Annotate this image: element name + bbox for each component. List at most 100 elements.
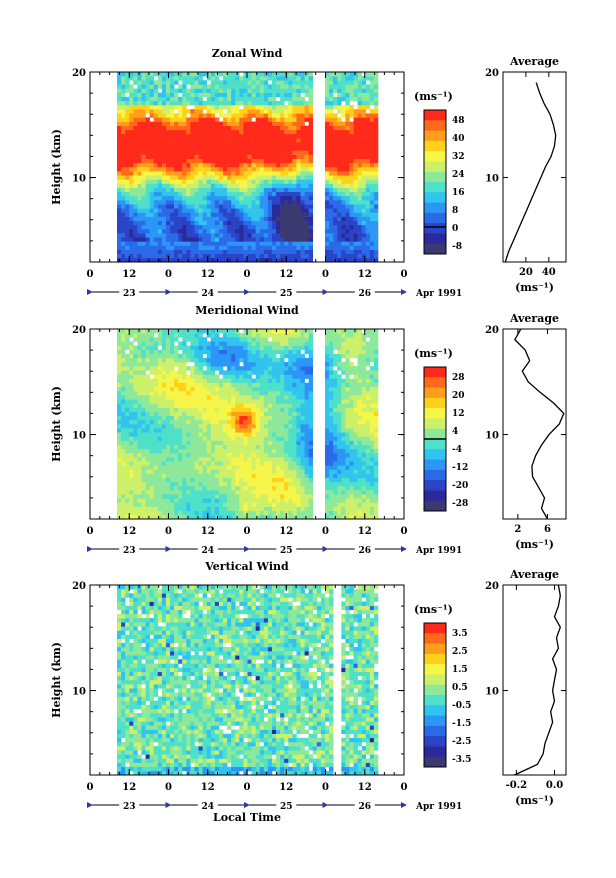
- heatmap-cell: [178, 212, 182, 216]
- heatmap-cell: [362, 109, 366, 113]
- heatmap-cell: [223, 175, 227, 179]
- heatmap-cell: [272, 89, 276, 93]
- heatmap-cell: [276, 76, 280, 80]
- heatmap-cell: [125, 167, 129, 171]
- heatmap-cell: [182, 412, 186, 416]
- heatmap-cell: [174, 399, 178, 403]
- heatmap-cell: [207, 217, 211, 221]
- heatmap-cell: [182, 212, 186, 216]
- heatmap-cell: [260, 113, 264, 117]
- heatmap-cell: [219, 387, 223, 391]
- heatmap-cell: [252, 167, 256, 171]
- heatmap-cell: [117, 399, 121, 403]
- heatmap-cell: [178, 403, 182, 407]
- heatmap-cell: [182, 391, 186, 395]
- heatmap-cell: [239, 196, 243, 200]
- heatmap-cell: [211, 97, 215, 101]
- heatmap-cell: [150, 196, 154, 200]
- heatmap-cell: [219, 490, 223, 494]
- heatmap-cell: [141, 337, 145, 341]
- heatmap-cell: [121, 122, 125, 126]
- heatmap-cell: [215, 163, 219, 167]
- heatmap-cell: [166, 346, 170, 350]
- heatmap-cell: [162, 457, 166, 461]
- heatmap-cell: [362, 97, 366, 101]
- heatmap-cell: [292, 354, 296, 358]
- heatmap-cell: [150, 171, 154, 175]
- heatmap-cell: [305, 233, 309, 237]
- heatmap-cell: [235, 457, 239, 461]
- heatmap-cell: [170, 208, 174, 212]
- heatmap-cell: [345, 167, 349, 171]
- heatmap-cell: [231, 155, 235, 159]
- heatmap-cell: [309, 138, 313, 142]
- heatmap-cell: [301, 208, 305, 212]
- heatmap-cell: [239, 113, 243, 117]
- heatmap-cell: [248, 204, 252, 208]
- heatmap-cell: [223, 358, 227, 362]
- heatmap-cell: [354, 192, 358, 196]
- heatmap-cell: [186, 163, 190, 167]
- heatmap-cell: [141, 399, 145, 403]
- heatmap-cell: [337, 179, 341, 183]
- heatmap-cell: [235, 337, 239, 341]
- heatmap-cell: [272, 204, 276, 208]
- heatmap-cell: [243, 204, 247, 208]
- heatmap-cell: [292, 229, 296, 233]
- heatmap-cell: [341, 113, 345, 117]
- heatmap-cell: [117, 436, 121, 440]
- heatmap-cell: [374, 117, 378, 121]
- heatmap-cell: [288, 142, 292, 146]
- heatmap-cell: [194, 217, 198, 221]
- heatmap-cell: [227, 436, 231, 440]
- heatmap-cell: [337, 80, 341, 84]
- heatmap-cell: [296, 217, 300, 221]
- heatmap-cell: [125, 387, 129, 391]
- heatmap-cell: [219, 245, 223, 249]
- heatmap-cell: [211, 250, 215, 254]
- heatmap-cell: [248, 250, 252, 254]
- heatmap-cell: [252, 395, 256, 399]
- heatmap-cell: [349, 138, 353, 142]
- heatmap-cell: [268, 399, 272, 403]
- heatmap-cell: [333, 105, 337, 109]
- heatmap-cell: [121, 391, 125, 395]
- heatmap-cell: [162, 241, 166, 245]
- heatmap-cell: [349, 245, 353, 249]
- heatmap-cell: [166, 453, 170, 457]
- heatmap-cell: [154, 245, 158, 249]
- heatmap-cell: [288, 179, 292, 183]
- heatmap-cell: [301, 175, 305, 179]
- heatmap-cell: [264, 179, 268, 183]
- heatmap-cell: [333, 97, 337, 101]
- heatmap-cell: [284, 494, 288, 498]
- heatmap-cell: [190, 416, 194, 420]
- heatmap-cell: [268, 436, 272, 440]
- heatmap-cell: [121, 163, 125, 167]
- heatmap-cell: [154, 80, 158, 84]
- heatmap-cell: [194, 76, 198, 80]
- heatmap-cell: [194, 188, 198, 192]
- heatmap-cell: [325, 163, 329, 167]
- heatmap-cell: [252, 486, 256, 490]
- heatmap-cell: [121, 130, 125, 134]
- heatmap-cell: [170, 453, 174, 457]
- heatmap-cell: [329, 93, 333, 97]
- heatmap-cell: [280, 370, 284, 374]
- heatmap-cell: [288, 441, 292, 445]
- heatmap-cell: [296, 130, 300, 134]
- heatmap-cell: [264, 498, 268, 502]
- heatmap-cell: [276, 428, 280, 432]
- heatmap-cell: [248, 241, 252, 245]
- heatmap-cell: [272, 453, 276, 457]
- heatmap-cell: [345, 217, 349, 221]
- heatmap-cell: [207, 179, 211, 183]
- heatmap-cell: [125, 188, 129, 192]
- heatmap-cell: [268, 179, 272, 183]
- heatmap-cell: [301, 188, 305, 192]
- heatmap-cell: [174, 436, 178, 440]
- heatmap-cell: [288, 76, 292, 80]
- heatmap-cell: [227, 130, 231, 134]
- heatmap-cell: [292, 233, 296, 237]
- heatmap-cell: [231, 126, 235, 130]
